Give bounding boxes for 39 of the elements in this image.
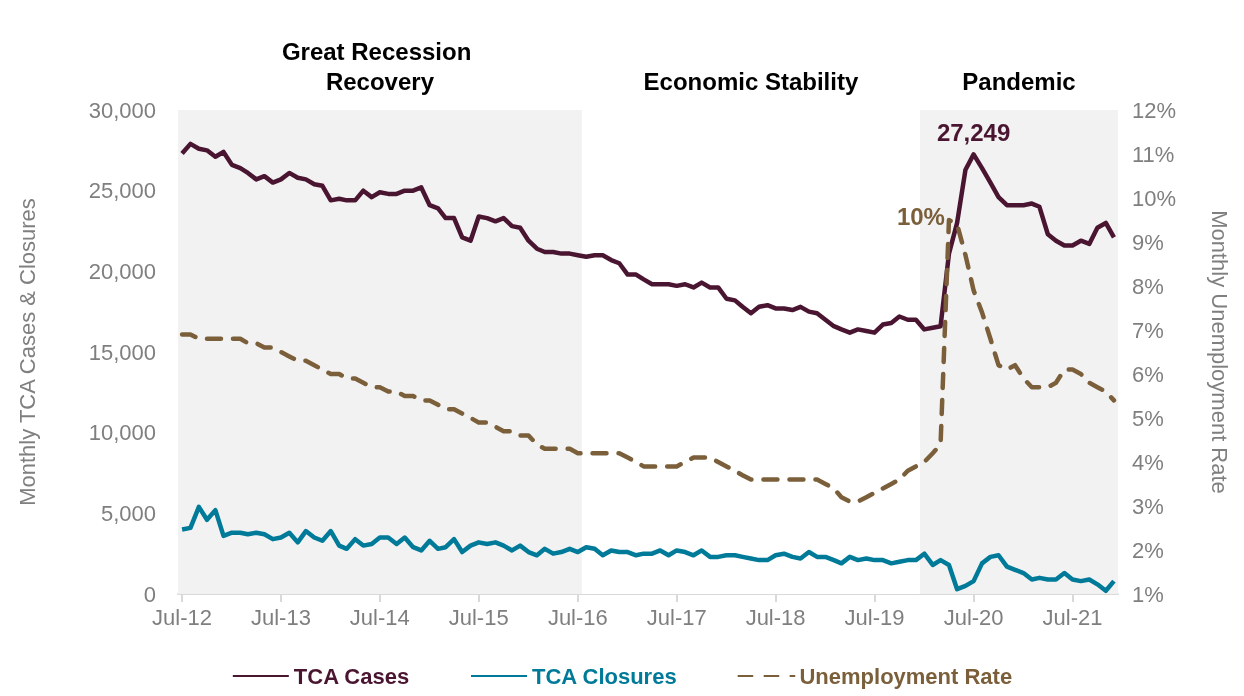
y2-tick-label: 12% [1132, 97, 1177, 123]
y2-tick-label: 6% [1132, 361, 1164, 387]
y-tick-label: 10,000 [88, 420, 156, 446]
x-tick-label: Jul-18 [745, 604, 806, 630]
x-tick-label: Jul-13 [250, 604, 311, 630]
band-label: Economic Stability [643, 67, 859, 95]
legend-label: Unemployment Rate [799, 663, 1013, 689]
y2-tick-label: 2% [1132, 537, 1164, 563]
x-tick-label: Jul-17 [646, 604, 707, 630]
y2-tick-label: 5% [1132, 405, 1164, 431]
x-tick-label: Jul-16 [547, 604, 608, 630]
y-tick-label: 5,000 [100, 500, 156, 526]
y-tick-label: 25,000 [88, 178, 156, 204]
annotation: 27,249 [936, 118, 1011, 146]
y-tick-label: 30,000 [88, 97, 156, 123]
y2-tick-label: 10% [1132, 185, 1177, 211]
band-label: Great Recession Recovery [281, 37, 478, 95]
band-label: Pandemic [962, 67, 1076, 95]
y-tick-label: 15,000 [88, 339, 156, 365]
x-tick-label: Jul-14 [349, 604, 410, 630]
y2-tick-label: 7% [1132, 317, 1164, 343]
legend-label: TCA Cases [293, 663, 410, 689]
y2-tick-label: 1% [1132, 581, 1164, 607]
x-tick-label: Jul-21 [1042, 604, 1103, 630]
y-axis-title: Monthly TCA Cases & Closures [14, 198, 40, 506]
x-tick-label: Jul-19 [844, 604, 905, 630]
y-tick-label: 20,000 [88, 258, 156, 284]
y2-axis-title: Monthly Unemployment Rate [1206, 210, 1232, 494]
y2-tick-label: 4% [1132, 449, 1164, 475]
x-tick-label: Jul-20 [943, 604, 1004, 630]
x-tick-label: Jul-12 [152, 604, 213, 630]
data-label: 10% [896, 202, 945, 230]
y-tick-label: 0 [143, 581, 156, 607]
y2-tick-label: 9% [1132, 229, 1164, 255]
y2-tick-label: 3% [1132, 493, 1164, 519]
y2-tick-label: 8% [1132, 273, 1164, 299]
legend-label: TCA Closures [531, 663, 677, 689]
y2-tick-label: 11% [1132, 141, 1175, 167]
x-tick-label: Jul-15 [448, 604, 509, 630]
